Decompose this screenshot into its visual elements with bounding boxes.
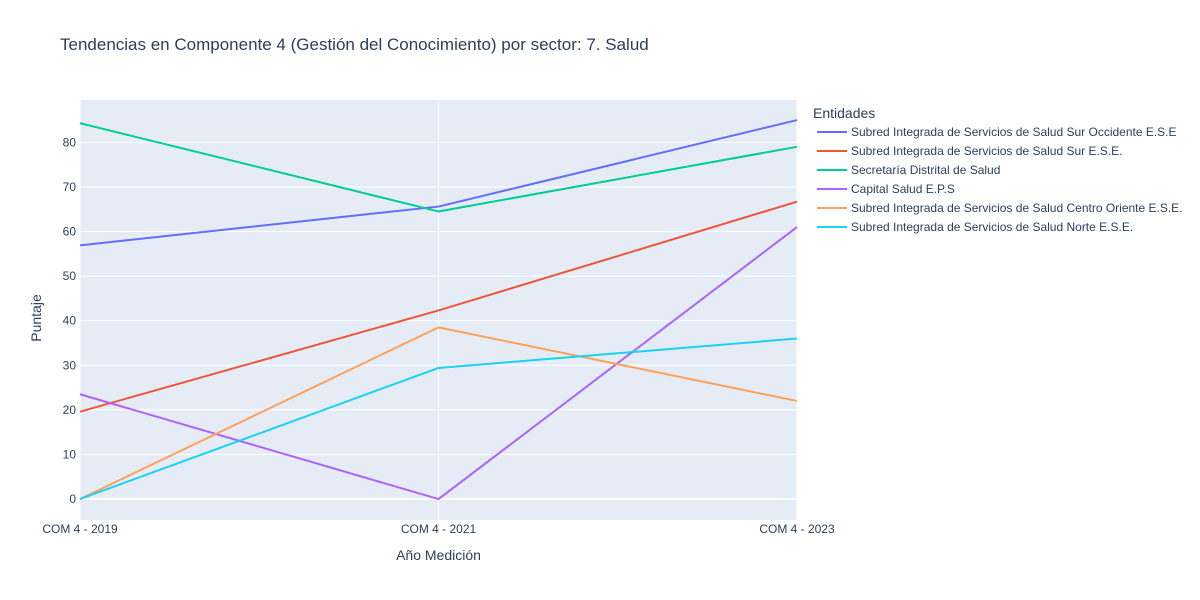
series-line-6 [79,337,798,500]
x-tick-label: COM 4 - 2023 [759,522,835,536]
y-tick-label: 0 [69,492,76,506]
legend-title: Entidades [813,105,875,121]
legend-item[interactable]: Subred Integrada de Servicios de Salud N… [817,220,1133,234]
legend-item[interactable]: Secretaría Distrital de Salud [817,163,1000,177]
series-line-1 [79,119,798,247]
legend-item[interactable]: Subred Integrada de Servicios de Salud S… [817,125,1177,139]
series-line-5 [79,326,798,500]
series-line-3 [79,122,798,213]
y-tick-label: 10 [63,447,77,461]
y-tick-label: 50 [63,269,77,283]
legend-item[interactable]: Subred Integrada de Servicios de Salud C… [817,201,1183,215]
legend-label: Capital Salud E.P.S [851,182,955,196]
series-line-4 [79,226,798,501]
chart-title: Tendencias en Componente 4 (Gestión del … [60,35,649,54]
legend-label: Subred Integrada de Servicios de Salud S… [851,125,1177,139]
y-tick-label: 70 [63,180,77,194]
x-tick-label: COM 4 - 2019 [42,522,118,536]
legend-item[interactable]: Subred Integrada de Servicios de Salud S… [817,144,1123,158]
y-tick-label: 60 [63,225,77,239]
legend-label: Subred Integrada de Servicios de Salud N… [851,220,1133,234]
series-line-2 [79,200,798,413]
x-axis-title: Año Medición [396,547,481,563]
legend-label: Secretaría Distrital de Salud [851,163,1000,177]
y-tick-label: 40 [63,314,77,328]
x-tick-label: COM 4 - 2021 [401,522,477,536]
y-tick-label: 80 [63,135,77,149]
y-tick-label: 30 [63,358,77,372]
x-axis-ticks: COM 4 - 2019 COM 4 - 2021 COM 4 - 2023 [42,522,835,536]
y-axis-title: Puntaje [28,294,44,342]
legend-item[interactable]: Capital Salud E.P.S [817,182,955,196]
y-axis-ticks: 0 10 20 30 40 50 60 70 80 [63,135,77,506]
legend-label: Subred Integrada de Servicios de Salud C… [851,201,1183,215]
legend-label: Subred Integrada de Servicios de Salud S… [851,144,1123,158]
y-tick-label: 20 [63,403,77,417]
legend[interactable]: Entidades Subred Integrada de Servicios … [813,105,1183,234]
series-lines [79,119,798,501]
